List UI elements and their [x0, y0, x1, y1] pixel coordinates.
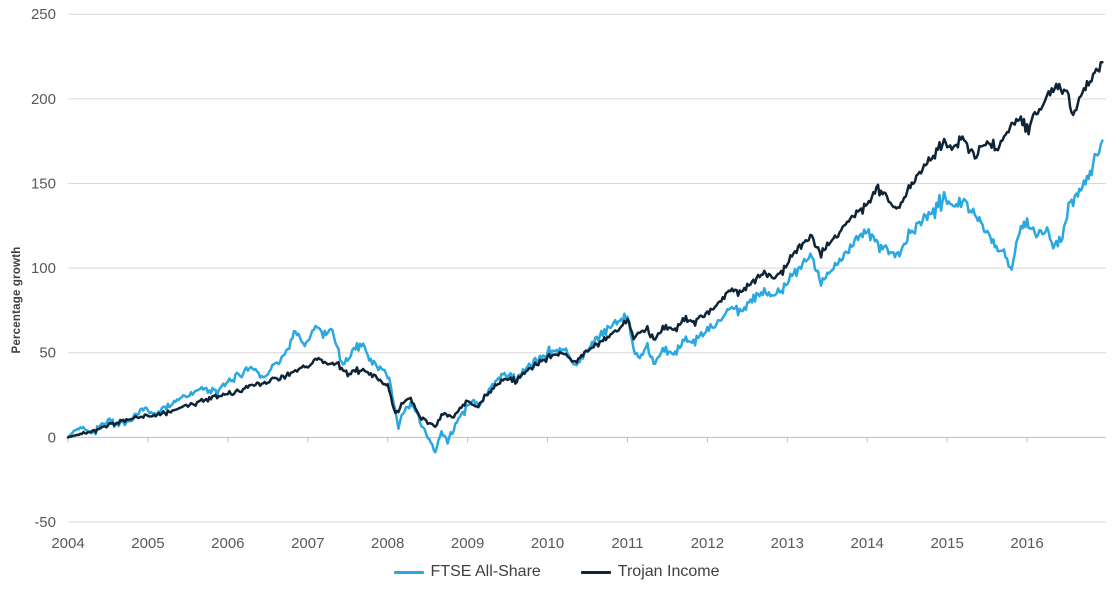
legend-label-trojan-income: Trojan Income	[617, 563, 720, 580]
trojan-line-icon	[580, 570, 611, 574]
y-tick-label: 150	[31, 175, 56, 192]
x-tick-label: 2015	[930, 535, 963, 552]
y-tick-label: 50	[39, 345, 56, 362]
x-tick-label: 2010	[531, 535, 564, 552]
x-tick-label: 2011	[611, 535, 643, 552]
legend-item-trojan-income: Trojan Income	[580, 563, 720, 581]
legend-item-ftse-all-share: FTSE All-Share	[393, 563, 541, 581]
x-tick-label: 2009	[451, 535, 484, 552]
x-tick-label: 2006	[211, 535, 244, 552]
x-tick-label: 2012	[691, 535, 724, 552]
x-tick-label: 2005	[131, 535, 164, 552]
x-tick-label: 2004	[51, 535, 84, 552]
chart-legend: FTSE All-Share Trojan Income	[0, 560, 1113, 584]
x-tick-label: 2016	[1010, 535, 1043, 552]
x-tick-label: 2013	[771, 535, 804, 552]
x-tick-label: 2007	[291, 535, 324, 552]
ftse-all-share-line	[66, 139, 1104, 454]
ftse-line-icon	[393, 570, 424, 574]
x-tick-label: 2014	[851, 535, 884, 552]
legend-label-ftse-all-share: FTSE All-Share	[430, 563, 541, 580]
y-axis-title: Percentage growth	[11, 246, 23, 354]
y-tick-label: 100	[31, 260, 56, 277]
trojan-income-line	[66, 60, 1104, 439]
y-tick-label: 250	[31, 6, 56, 23]
y-tick-label: -50	[34, 514, 56, 531]
y-tick-label: 0	[48, 429, 56, 446]
x-tick-label: 2008	[371, 535, 404, 552]
y-tick-label: 200	[31, 91, 56, 108]
